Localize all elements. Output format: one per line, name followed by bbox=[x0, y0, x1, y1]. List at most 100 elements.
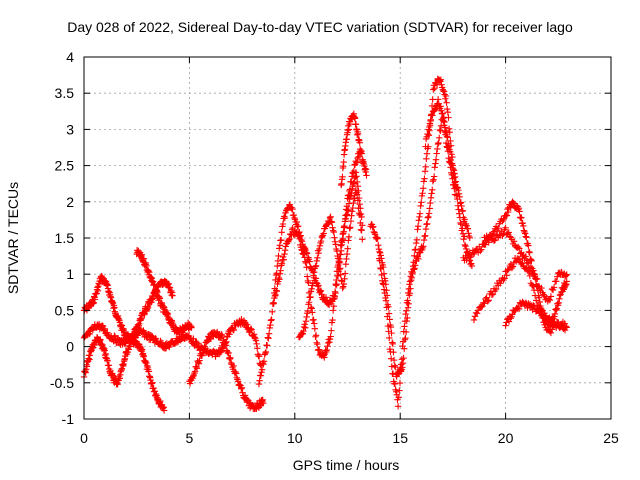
data-point bbox=[485, 297, 492, 304]
data-point bbox=[503, 272, 510, 279]
data-point bbox=[500, 276, 507, 284]
data-point bbox=[428, 102, 436, 110]
data-point bbox=[404, 314, 411, 322]
data-point bbox=[322, 294, 330, 301]
data-point bbox=[299, 250, 307, 257]
data-point bbox=[440, 88, 448, 95]
data-point bbox=[331, 238, 339, 245]
data-point bbox=[202, 345, 209, 353]
data-point bbox=[490, 228, 498, 235]
data-point bbox=[449, 153, 456, 161]
data-point bbox=[432, 160, 439, 167]
data-point bbox=[274, 262, 281, 270]
data-point bbox=[495, 225, 502, 232]
data-point bbox=[388, 363, 395, 370]
data-point bbox=[415, 255, 422, 263]
data-point bbox=[353, 178, 361, 186]
data-point bbox=[274, 257, 282, 265]
data-point bbox=[534, 275, 541, 283]
data-point bbox=[195, 360, 203, 367]
data-point bbox=[436, 126, 444, 134]
data-point bbox=[328, 327, 335, 334]
data-point bbox=[444, 105, 451, 113]
data-point bbox=[421, 168, 429, 175]
data-point bbox=[419, 190, 426, 197]
data-point bbox=[329, 307, 337, 314]
data-point bbox=[525, 260, 532, 267]
data-point bbox=[260, 358, 268, 365]
data-point bbox=[354, 130, 362, 138]
x-tick-label: 10 bbox=[287, 430, 303, 446]
data-point bbox=[488, 291, 496, 299]
data-point bbox=[519, 259, 526, 267]
series-track-16 bbox=[502, 298, 568, 331]
data-point bbox=[259, 399, 267, 407]
data-point bbox=[505, 266, 512, 273]
data-point bbox=[329, 316, 336, 324]
data-point bbox=[347, 224, 354, 231]
data-point bbox=[242, 320, 250, 328]
data-point bbox=[394, 403, 402, 410]
data-point bbox=[303, 264, 310, 271]
data-point bbox=[347, 193, 354, 200]
data-point bbox=[281, 250, 288, 258]
data-point bbox=[463, 256, 470, 264]
data-point bbox=[317, 288, 324, 295]
data-point bbox=[267, 317, 275, 324]
y-tick-label: 3 bbox=[66, 121, 74, 137]
data-point bbox=[328, 219, 336, 226]
data-point bbox=[158, 339, 165, 346]
data-point bbox=[430, 173, 438, 180]
data-point bbox=[338, 237, 345, 245]
data-point bbox=[345, 233, 353, 241]
data-point bbox=[455, 190, 463, 197]
data-point bbox=[327, 213, 334, 221]
data-point bbox=[341, 275, 348, 282]
y-tick-label: 1 bbox=[66, 266, 74, 282]
data-point bbox=[387, 348, 394, 356]
data-point bbox=[352, 169, 360, 176]
data-marks bbox=[80, 75, 570, 414]
data-point bbox=[275, 274, 282, 282]
data-point bbox=[318, 291, 325, 298]
data-point bbox=[324, 343, 331, 350]
data-point bbox=[343, 250, 351, 258]
data-point bbox=[265, 330, 273, 337]
data-point bbox=[253, 340, 260, 348]
data-point bbox=[222, 342, 230, 349]
data-point bbox=[273, 287, 280, 294]
data-point bbox=[315, 249, 322, 257]
data-point bbox=[120, 325, 127, 333]
data-point bbox=[342, 260, 350, 268]
data-point bbox=[338, 239, 346, 246]
data-point bbox=[556, 295, 563, 303]
data-point bbox=[256, 377, 263, 384]
data-point bbox=[444, 109, 452, 116]
data-point bbox=[509, 263, 517, 270]
data-point bbox=[433, 150, 440, 157]
data-point bbox=[358, 227, 365, 234]
data-point bbox=[503, 212, 511, 219]
data-point bbox=[402, 335, 409, 342]
data-point bbox=[462, 245, 470, 253]
data-point bbox=[442, 92, 450, 100]
data-point bbox=[353, 173, 360, 180]
data-point bbox=[376, 248, 383, 256]
data-point bbox=[508, 264, 516, 272]
series-track-5 bbox=[186, 328, 267, 413]
data-point bbox=[525, 268, 532, 276]
data-point bbox=[411, 265, 418, 272]
data-point bbox=[343, 211, 351, 218]
x-tick-label: 25 bbox=[603, 430, 619, 446]
data-point bbox=[199, 350, 206, 357]
data-point bbox=[480, 299, 487, 306]
data-point bbox=[313, 339, 320, 346]
data-point bbox=[385, 328, 392, 335]
data-point bbox=[219, 332, 226, 340]
data-point bbox=[406, 281, 413, 288]
data-point bbox=[301, 254, 308, 261]
data-point bbox=[86, 330, 93, 338]
data-point bbox=[329, 224, 336, 231]
data-point bbox=[530, 286, 538, 294]
data-point bbox=[227, 354, 234, 362]
